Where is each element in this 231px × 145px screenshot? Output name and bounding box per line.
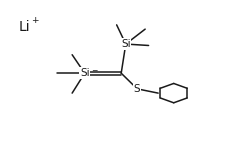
Text: Li: Li [18,20,30,34]
Text: S: S [134,84,140,94]
Text: −: − [91,66,98,75]
Text: Si: Si [121,39,131,49]
Text: +: + [31,16,39,25]
Text: Si: Si [80,68,89,78]
